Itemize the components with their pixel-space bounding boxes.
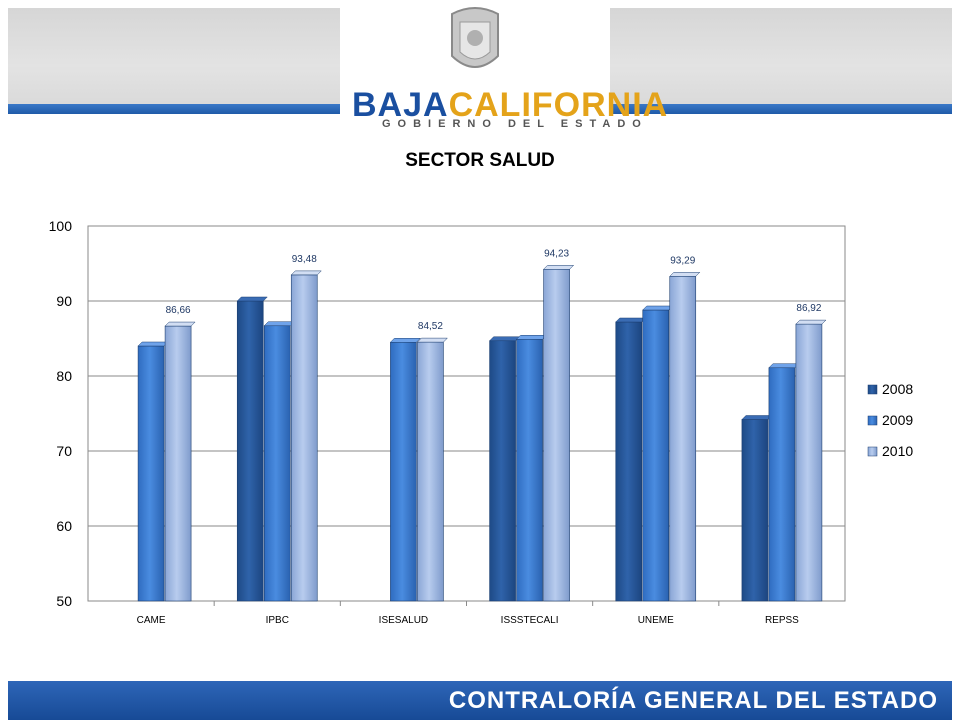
logo-subtitle: GOBIERNO DEL ESTADO bbox=[382, 118, 648, 130]
y-tick-label: 100 bbox=[49, 218, 73, 234]
data-label: 86,92 bbox=[796, 303, 821, 314]
bar-top-2009 bbox=[642, 305, 674, 311]
plot-area-frame bbox=[87, 225, 846, 602]
bar-2009-came bbox=[137, 345, 165, 602]
legend-swatch-2010 bbox=[867, 446, 878, 457]
chart-gridlines bbox=[87, 225, 846, 606]
legend-label-2010: 2010 bbox=[882, 443, 913, 459]
bar-top-2008 bbox=[236, 296, 268, 302]
bar-top-2009 bbox=[768, 363, 800, 368]
bar-2010-repss bbox=[795, 323, 823, 602]
legend-label-2008: 2008 bbox=[882, 381, 913, 397]
footer-band bbox=[8, 681, 952, 720]
data-label: 93,29 bbox=[670, 255, 695, 266]
chart-bars bbox=[137, 265, 827, 602]
logo-wordmark: BAJACALIFORNIA bbox=[352, 86, 668, 125]
bar-top-2009 bbox=[263, 321, 295, 326]
bar-top-2008 bbox=[488, 336, 521, 341]
bar-2010-uneme bbox=[669, 276, 697, 602]
bar-2008-ipbc bbox=[236, 300, 264, 602]
logo bbox=[340, 0, 610, 140]
y-tick-label: 50 bbox=[56, 593, 72, 609]
bar-2009-isesalud bbox=[390, 341, 417, 602]
x-tick-label: UNEME bbox=[638, 615, 674, 626]
bar-2008-uneme bbox=[615, 321, 643, 602]
bar-top-2009 bbox=[515, 335, 548, 340]
bar-top-2009 bbox=[137, 341, 169, 347]
x-tick-label: ISESALUD bbox=[379, 615, 428, 626]
bar-2009-issstecali bbox=[516, 338, 543, 602]
bar-2009-uneme bbox=[642, 309, 670, 602]
chart-legend: 2008 2009 2010 bbox=[867, 381, 913, 459]
bar-top-2009 bbox=[389, 338, 422, 343]
data-label: 84,52 bbox=[418, 321, 443, 332]
bar-top-2010 bbox=[542, 265, 575, 270]
footer-text: CONTRALORÍA GENERAL DEL ESTADO bbox=[448, 687, 938, 714]
legend-swatch-2009 bbox=[867, 415, 878, 426]
bar-top-2010 bbox=[416, 337, 449, 343]
bar-top-2010 bbox=[164, 321, 196, 327]
legend-swatch-2008 bbox=[867, 384, 878, 395]
y-tick-label: 70 bbox=[56, 443, 72, 459]
bar-2010-came bbox=[164, 325, 192, 602]
x-tick-label: REPSS bbox=[765, 615, 799, 626]
bar-top-2010 bbox=[795, 319, 827, 325]
bar-2009-ipbc bbox=[263, 325, 291, 602]
coat-of-arms-emblem bbox=[451, 7, 499, 68]
bar-2010-isesalud bbox=[417, 341, 444, 602]
bar-top-2008 bbox=[615, 317, 647, 323]
bar-2010-issstecali bbox=[543, 268, 570, 602]
x-tick-label: CAME bbox=[137, 615, 166, 626]
bar-top-2008 bbox=[741, 415, 773, 420]
y-tick-label: 80 bbox=[56, 368, 72, 384]
bar-2008-repss bbox=[741, 419, 769, 602]
bar-2010-ipbc bbox=[290, 274, 318, 602]
bar-top-2010 bbox=[290, 270, 322, 276]
bar-2008-issstecali bbox=[489, 340, 516, 602]
bar-top-2010 bbox=[669, 272, 701, 277]
x-tick-label: IPBC bbox=[266, 615, 289, 626]
x-tick-label: ISSSTECALI bbox=[501, 615, 559, 626]
data-label: 93,48 bbox=[292, 254, 317, 265]
logo-word-baja: BAJA bbox=[352, 86, 449, 124]
chart-title: SECTOR SALUD bbox=[405, 150, 555, 171]
data-label: 86,66 bbox=[166, 305, 191, 316]
legend-label-2009: 2009 bbox=[882, 412, 913, 428]
data-label: 94,23 bbox=[544, 248, 569, 259]
bar-2009-repss bbox=[768, 367, 796, 602]
y-tick-label: 60 bbox=[56, 518, 72, 534]
chart-labels: 50 60 70 80 90 100 CAME IPBC ISESALUD ISSSTECALI U… bbox=[49, 218, 822, 626]
logo-word-california: CALIFORNIA bbox=[448, 86, 669, 124]
y-tick-label: 90 bbox=[56, 293, 72, 309]
